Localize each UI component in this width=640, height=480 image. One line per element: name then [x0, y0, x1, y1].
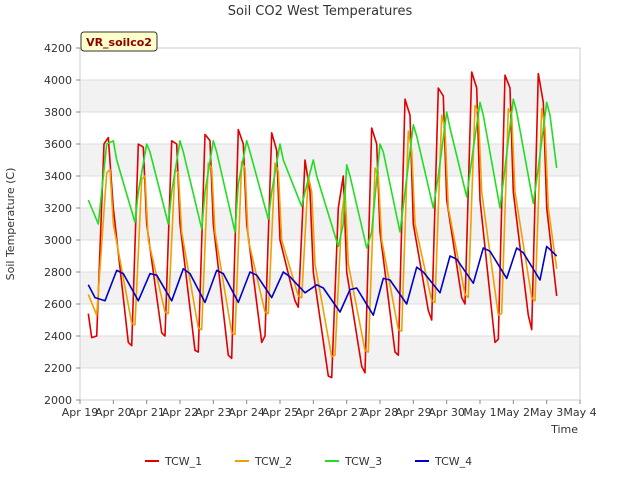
- station-badge-label: VR_soilco2: [86, 36, 152, 49]
- grid-bands: [80, 80, 580, 368]
- x-tick-label: Apr 26: [295, 406, 332, 419]
- series-line-tcw-1: [87, 71, 558, 379]
- series-line-tcw-2: [87, 104, 558, 358]
- plot-frame: [79, 47, 581, 401]
- legend-label: TCW_2: [254, 455, 292, 468]
- legend: TCW_1 TCW_2 TCW_3 TCW_4: [145, 455, 472, 468]
- y-tick-label: 3200: [44, 202, 72, 215]
- y-tick-label: 2400: [44, 330, 72, 343]
- x-axis-label: Time: [550, 423, 578, 436]
- x-tick-label: Apr 30: [428, 406, 465, 419]
- grid-band: [80, 80, 580, 112]
- x-tick-label: Apr 29: [395, 406, 432, 419]
- grid-band: [80, 208, 580, 240]
- series-line-tcw-3: [87, 98, 558, 249]
- legend-label: TCW_3: [344, 455, 382, 468]
- x-tick-label: Apr 23: [195, 406, 232, 419]
- y-tick-label: 3800: [44, 106, 72, 119]
- x-tick-label: May 2: [497, 406, 530, 419]
- x-tick-label: May 1: [463, 406, 496, 419]
- y-tick-label: 4000: [44, 74, 72, 87]
- chart-title: Soil CO2 West Temperatures: [228, 4, 413, 19]
- x-tick-label: Apr 20: [95, 406, 132, 419]
- x-tick-label: Apr 25: [262, 406, 299, 419]
- x-tick-label: Apr 21: [128, 406, 165, 419]
- station-badge: VR_soilco2: [80, 31, 158, 52]
- y-tick-label: 3600: [44, 138, 72, 151]
- x-tick-label: Apr 19: [62, 406, 99, 419]
- y-tick-label: 2200: [44, 362, 72, 375]
- grid-band: [80, 336, 580, 368]
- y-tick-labels: 2000 2200 2400 2600 2800 3000 3200 3400 3600 3800…: [44, 42, 80, 407]
- x-tick-label: Apr 22: [162, 406, 199, 419]
- series-group: [87, 71, 558, 379]
- x-tick-label: Apr 28: [362, 406, 399, 419]
- y-axis-label: Soil Temperature (C): [4, 168, 17, 281]
- y-tick-label: 2600: [44, 298, 72, 311]
- y-tick-label: 2000: [44, 394, 72, 407]
- grid-band: [80, 144, 580, 176]
- x-tick-label: Apr 24: [228, 406, 265, 419]
- legend-label: TCW_1: [164, 455, 202, 468]
- y-tick-label: 4200: [44, 42, 72, 55]
- x-tick-label: May 4: [563, 406, 596, 419]
- x-tick-label: Apr 27: [328, 406, 365, 419]
- y-tick-label: 3400: [44, 170, 72, 183]
- y-tick-label: 3000: [44, 234, 72, 247]
- x-tick-label: May 3: [530, 406, 563, 419]
- series-line-tcw-4: [87, 245, 558, 317]
- legend-label: TCW_4: [434, 455, 472, 468]
- y-tick-label: 2800: [44, 266, 72, 279]
